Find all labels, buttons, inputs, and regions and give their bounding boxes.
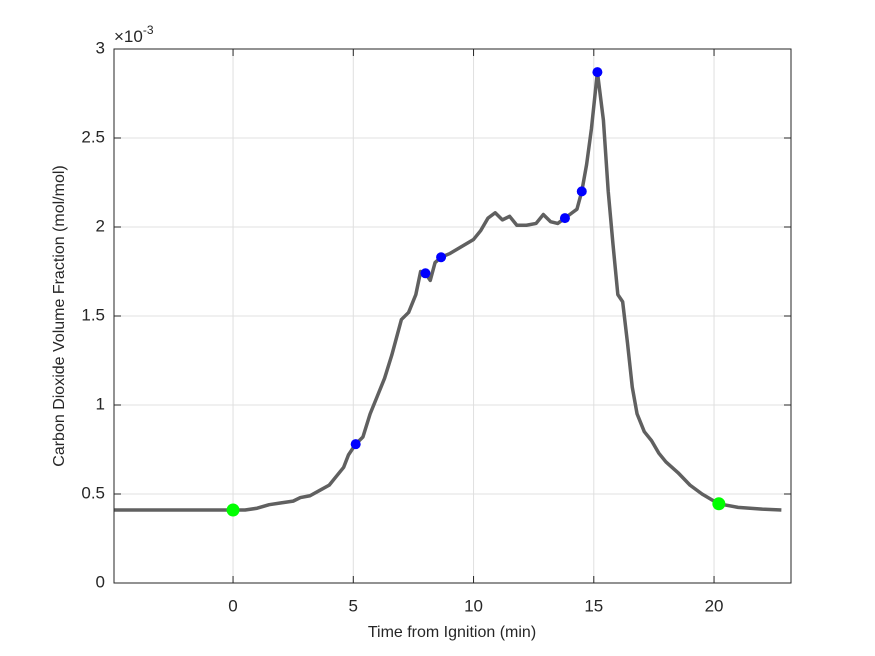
data-point bbox=[436, 252, 447, 263]
y-tick-label: 2 bbox=[96, 216, 105, 235]
y-axis-label: Carbon Dioxide Volume Fraction (mol/mol) bbox=[51, 165, 68, 466]
y-tick-label: 3 bbox=[96, 38, 105, 57]
x-tick-label: 5 bbox=[349, 596, 358, 615]
data-line bbox=[114, 70, 782, 512]
data-point bbox=[576, 186, 587, 197]
data-point bbox=[350, 439, 361, 450]
grid bbox=[114, 48, 791, 584]
y-multiplier: ×10-3 bbox=[114, 23, 154, 46]
x-tick-label: 20 bbox=[705, 596, 724, 615]
y-tick-label: 0 bbox=[96, 572, 105, 591]
multiplier-exponent: -3 bbox=[143, 23, 154, 37]
x-axis-label: Time from Ignition (min) bbox=[368, 624, 536, 641]
y-tick-label: 1 bbox=[96, 394, 105, 413]
plot bbox=[114, 67, 782, 517]
y-tick-label: 1.5 bbox=[81, 305, 105, 324]
ticks: 0 5 10 15 20 0 0.5 1 1.5 2 2.5 3 bbox=[81, 38, 791, 615]
x-tick-label: 15 bbox=[584, 596, 603, 615]
data-point bbox=[226, 503, 240, 517]
data-point bbox=[592, 67, 603, 78]
data-point bbox=[420, 268, 431, 279]
y-tick-label: 0.5 bbox=[81, 483, 105, 502]
data-point bbox=[559, 213, 570, 224]
y-tick-label: 2.5 bbox=[81, 127, 105, 146]
data-point bbox=[712, 497, 726, 511]
multiplier-base: ×10 bbox=[114, 27, 143, 46]
x-tick-label: 0 bbox=[228, 596, 237, 615]
x-tick-label: 10 bbox=[464, 596, 483, 615]
